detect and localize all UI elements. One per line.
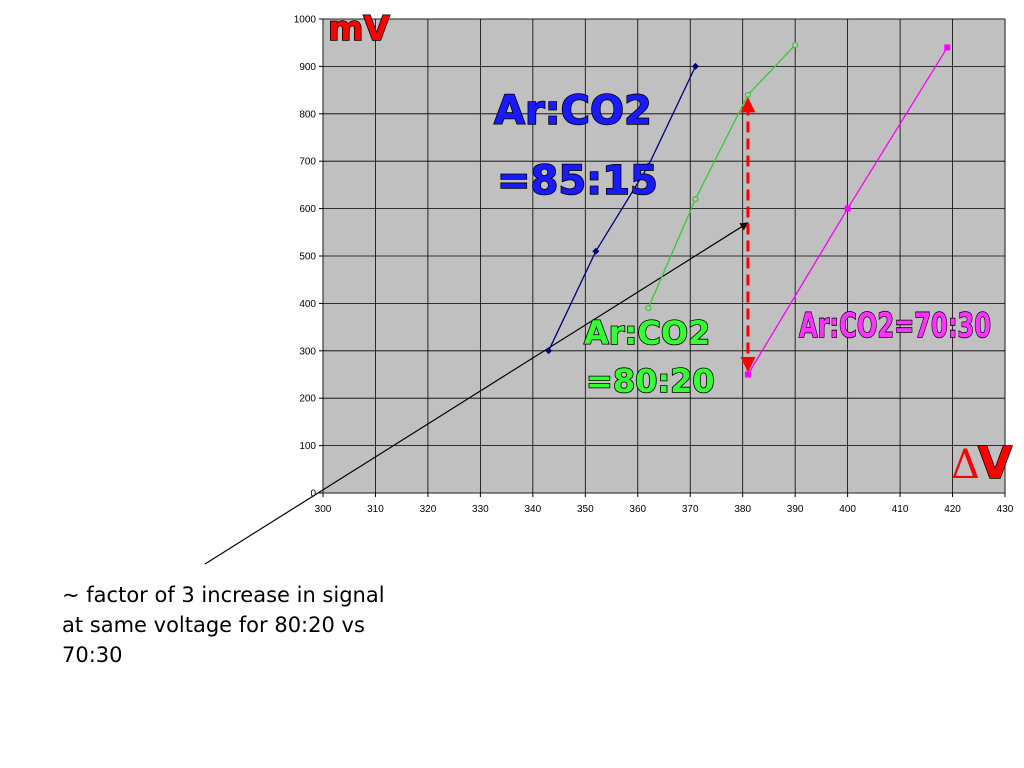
series-1 [545,62,699,355]
y-unit-label: mV [328,9,390,49]
data-point [691,62,699,70]
data-point [592,247,600,255]
series-3 [744,44,951,378]
y-tick-label: 100 [299,441,316,452]
x-tick-label: 430 [997,504,1014,515]
x-tick-label: 300 [315,504,332,515]
data-point [744,371,751,378]
x-tick-label: 390 [787,504,804,515]
y-tick-label: 400 [299,299,316,310]
label-85-15-line2: =85:15 [497,158,658,204]
label-80-20-line2: =80:20 [586,362,715,400]
data-point [792,41,799,49]
data-point [844,205,851,212]
x-tick-label: 320 [420,504,437,515]
y-tick-label: 300 [299,346,316,357]
label-70-30: Ar:CO2=70:30 [799,306,991,346]
data-point [545,347,553,355]
series-line [547,66,697,352]
y-tick-label: 500 [299,252,316,263]
x-tick-label: 400 [839,504,856,515]
y-tick-label: 0 [310,489,316,500]
y-tick-label: 600 [299,204,316,215]
data-point [692,196,699,203]
annotation-note: ~ factor of 3 increase in signal at same… [62,583,385,667]
y-tick-label: 1000 [294,15,317,26]
series-2 [645,41,799,312]
x-tick-label: 420 [944,504,961,515]
data-series [545,41,951,378]
x-unit-label: V [978,438,1012,489]
data-point [944,44,951,51]
y-tick-label: 800 [299,109,316,120]
x-tick-label: 370 [682,504,699,515]
y-tick-label: 700 [299,157,316,168]
pointer-arrow [204,222,749,565]
x-tick-label: 380 [734,504,751,515]
delta-symbol: Δ [951,442,980,488]
x-tick-label: 310 [367,504,384,515]
data-point [645,305,652,312]
data-point [644,162,652,170]
label-85-15-line1: Ar:CO2 [494,88,652,134]
x-tick-label: 360 [629,504,646,515]
y-axis-ticks: 0 100 200 300 400 500 600 700 800 900 1000 [294,15,323,500]
x-tick-label: 350 [577,504,594,515]
x-tick-label: 340 [525,504,542,515]
series-line [647,44,796,309]
y-tick-label: 200 [299,394,316,405]
x-tick-label: 330 [472,504,489,515]
data-point [744,91,752,98]
x-tick-label: 410 [892,504,909,515]
x-axis-ticks: 300 310 320 330 340 350 360 370 380 390 400 410 420 4… [315,493,1014,515]
label-80-20-line1: Ar:CO2 [584,314,710,352]
y-tick-label: 900 [299,62,316,73]
